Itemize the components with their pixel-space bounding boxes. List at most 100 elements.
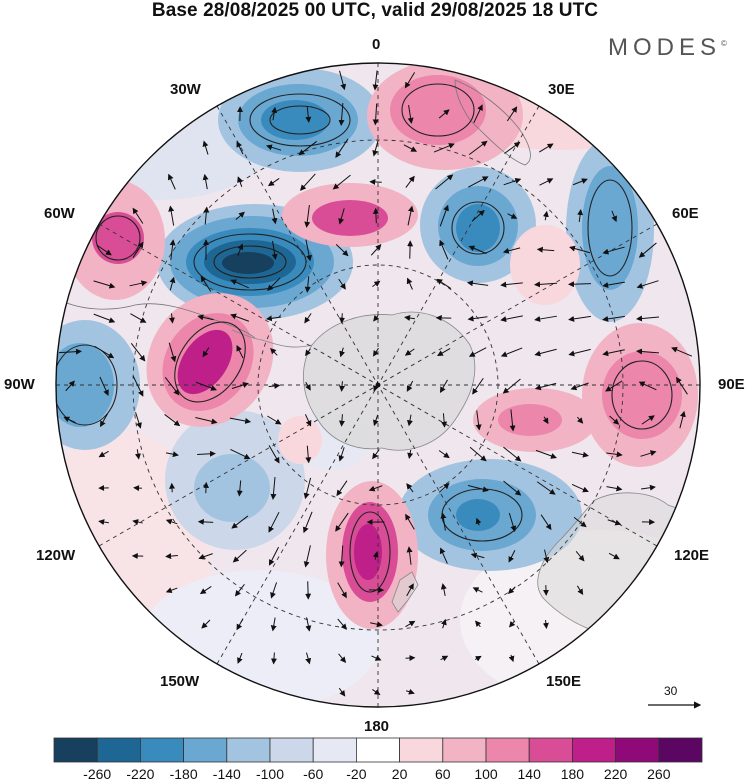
wind-vector-arrow [570,382,589,391]
colorbar-tick-label: -100 [255,766,285,782]
wind-vector-arrow [606,451,623,458]
wind-vector-arrow [406,380,414,392]
wind-vectors [59,70,693,697]
africa-outline [454,79,531,166]
wind-vector-arrow [99,376,109,396]
wind-vector-arrow [602,246,625,255]
wind-vector-arrow [230,279,249,289]
wind-vector-arrow [439,204,449,227]
colorbar-swatch [96,737,141,763]
wind-vector-arrow [540,514,552,531]
wind-vector-arrow [602,315,625,322]
high-anomaly-170w [326,481,418,629]
wind-vector-arrow [372,140,379,157]
wind-vector-arrow [433,143,455,153]
wind-vector-arrow [304,205,311,228]
wind-vector-arrow [199,586,212,595]
wind-vector-arrow [502,378,521,394]
wind-vector-arrow [509,409,516,432]
wind-vector-arrow [230,313,250,322]
brand-registered-mark: © [721,39,727,48]
wind-vector-arrow [335,512,349,532]
wind-vector-arrow [338,545,345,568]
antarctica-landmass [231,311,476,451]
wind-vector-arrow [338,447,345,462]
wind-vector-arrow [165,518,178,525]
wind-vector-arrow [438,450,450,459]
colorbar-swatch [355,737,400,763]
wind-vector-arrow [198,553,213,560]
wind-vector-arrow [203,206,210,225]
new-zealand-landmass [391,571,419,613]
wind-vector-arrow [469,446,487,462]
wind-vector-arrow [406,546,413,565]
wind-vector-arrow [202,173,209,190]
wind-vector-arrow [468,140,488,156]
wind-vector-arrow [93,313,116,323]
colorbar-tick-label: -20 [346,766,367,782]
wind-vector-arrow [569,245,591,254]
colorbar-tick-label: 180 [560,766,585,782]
wind-vector-arrow [500,315,523,323]
wind-vector-arrow [300,173,316,191]
wind-vector-arrow [236,141,244,155]
wind-vector-arrow [234,584,245,597]
colorbar-tick-label: 60 [435,766,451,782]
colorbar-swatch [399,737,444,763]
wind-vector-arrow [373,414,379,427]
wind-vector-arrow [503,480,522,496]
wind-vector-arrow [305,445,312,464]
wind-vector-arrow [538,143,554,153]
wind-vector-arrow [475,517,482,526]
wind-vector-arrow [542,210,549,221]
wind-vector-arrow [636,315,660,322]
wind-vector-arrow [135,412,142,429]
wind-vector-arrow [338,653,347,663]
colorbar-swatch [658,737,703,763]
wind-vector-arrow [535,449,557,459]
wind-vector-arrow [404,348,415,356]
wind-vector-arrow [438,483,450,493]
wind-vector-arrow [229,417,252,424]
wind-vector-arrow [168,342,177,363]
map-boundary [55,62,701,708]
wind-vector-arrow [270,347,278,356]
lon-label-120w: 120W [36,547,76,564]
wind-vector-arrow [270,582,278,599]
wind-vector-arrow [338,278,346,290]
wind-vector-arrow [407,105,414,124]
colorbar-swatch [183,737,228,763]
wind-vector-arrow [370,244,382,256]
lon-label-90e: 90E [718,376,745,393]
reference-vector-label: 30 [664,684,678,698]
contour-lines [56,83,673,593]
colorbar-swatch [442,737,487,763]
wind-vector-arrow [473,104,483,124]
low-anomaly-south-atlantic [218,68,382,172]
wind-vector-arrow [405,688,415,695]
wind-vector-arrow [503,177,522,186]
lon-label-0: 0 [372,36,381,53]
wind-vector-arrow [536,246,555,253]
wind-vector-arrow [506,106,518,122]
wind-vector-arrow [372,689,381,696]
pole-marker [375,382,381,388]
wind-vector-arrow [305,239,313,262]
wind-vector-arrow [197,314,214,321]
wind-vector-arrow [93,280,116,289]
wind-vector-arrow [536,481,556,495]
wind-vector-arrow [440,618,447,629]
low-anomaly-30e [420,167,536,283]
wind-vector-arrow [439,239,449,260]
colorbar-tick-label: -180 [169,766,198,782]
wind-vector-arrow [129,280,148,287]
wind-vector-arrow [571,484,589,493]
wind-vector-arrow [636,280,659,289]
wind-vector-arrow [165,451,179,458]
wind-vector-arrow [636,348,660,355]
wind-vector-arrow [305,652,312,665]
colorbar [53,737,703,763]
wind-vector-arrow [236,345,244,359]
wind-vector-arrow [268,382,281,389]
colorbar-tick-label: 220 [603,766,628,782]
